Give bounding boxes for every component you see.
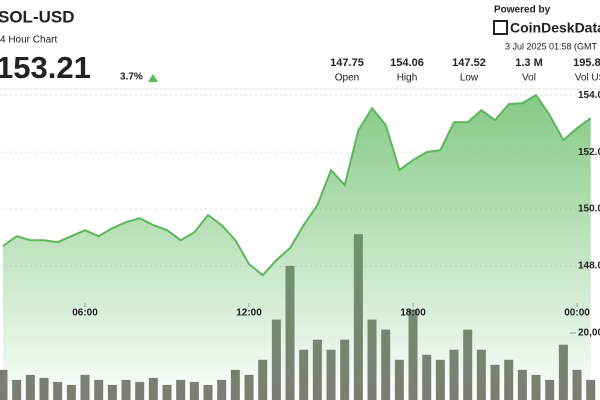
change: 3.7%: [120, 72, 143, 83]
volume-bar: [586, 379, 596, 400]
stat-value: 1.3 M: [515, 57, 543, 69]
x-tick-label: 18:00: [400, 308, 426, 319]
powered-by: Powered by: [494, 5, 551, 16]
brand-icon: [493, 20, 508, 35]
y-tick-label: 152.0: [578, 147, 600, 158]
stat-label: Low: [460, 73, 479, 84]
x-tick-label: 00:00: [564, 308, 590, 319]
plot: 148.0 150.0 152.0 154.0 20,000 06:00 12:00 18:0…: [0, 90, 600, 400]
stat-label: Open: [335, 73, 359, 84]
stat-value: 147.52: [452, 57, 486, 69]
stat-value: 195.83: [573, 57, 600, 69]
stats: 147.75 Open 154.06 High 147.52 Low 1.3 M Vol 195…: [330, 57, 600, 84]
timestamp: 3 Jul 2025 01:58 (GMT: [505, 41, 598, 51]
stat-value: 147.75: [330, 57, 364, 69]
subtitle: 4 Hour Chart: [0, 35, 57, 46]
title: SOL-USD: [0, 7, 75, 26]
stat-value: 154.06: [390, 57, 424, 69]
price: 153.21: [0, 50, 91, 85]
stat-label: High: [397, 73, 418, 84]
y-tick-label: 150.0: [578, 204, 600, 215]
y2-tick-label: 20,000: [578, 328, 600, 339]
x-tick-label: 06:00: [72, 308, 98, 319]
price-line: [2, 93, 592, 277]
stat-label: Vol US: [575, 73, 600, 84]
x-tick-label: 12:00: [236, 308, 262, 319]
y-tick-label: 148.0: [578, 261, 600, 272]
brand: CoinDeskData: [510, 20, 600, 36]
up-arrow: [148, 74, 158, 82]
price-area: [3, 95, 591, 400]
y-tick-label: 154.0: [578, 90, 600, 101]
stat-label: Vol: [522, 73, 536, 84]
